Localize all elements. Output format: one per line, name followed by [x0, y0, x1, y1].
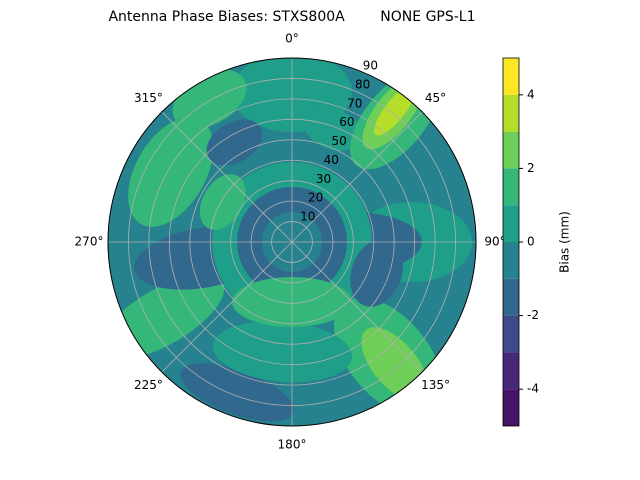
r-tick-label: 60: [339, 115, 354, 129]
polar-grid: [107, 57, 477, 427]
contour-band: [199, 174, 246, 230]
colorbar-tick-label: 2: [527, 161, 535, 175]
theta-tick-label: 90°: [484, 235, 505, 249]
contour-band: [304, 107, 363, 151]
colorbar-tick-label: -2: [527, 308, 539, 322]
theta-tick-label: 135°: [421, 378, 450, 392]
r-tick-label: 50: [331, 134, 346, 148]
colorbar-band: [503, 94, 519, 132]
theta-tick-label: 225°: [134, 378, 163, 392]
r-tick-label: 20: [308, 191, 323, 205]
r-tick-label: 40: [324, 153, 339, 167]
grid-spoke: [161, 241, 293, 373]
grid-spoke: [161, 111, 293, 243]
theta-tick-label: 45°: [425, 91, 446, 105]
colorbar-band: [503, 58, 519, 95]
theta-tick-label: 180°: [278, 438, 307, 452]
theta-tick-label: 0°: [285, 32, 299, 46]
colorbar-tick-label: -4: [527, 382, 539, 396]
colorbar-tick-label: 4: [527, 87, 535, 101]
r-tick-label: 90: [363, 59, 378, 73]
colorbar-band: [503, 315, 519, 353]
colorbar-band: [503, 352, 519, 390]
contour-band: [212, 321, 353, 383]
chart-title: Antenna Phase Biases: STXS800A NONE GPS-…: [108, 9, 475, 25]
contour-band: [128, 117, 214, 227]
contour-band: [180, 363, 295, 422]
r-tick-label: 70: [347, 96, 362, 110]
colorbar-band: [503, 278, 519, 316]
r-tick-label: 30: [316, 172, 331, 186]
colorbar-band: [503, 389, 519, 426]
theta-tick-label: 270°: [75, 235, 104, 249]
grid-spoke: [291, 241, 423, 373]
colorbar-band: [503, 205, 519, 242]
colorbar-band: [503, 168, 519, 206]
grid-spoke: [291, 111, 423, 243]
r-tick-label: 80: [355, 77, 370, 91]
colorbar-label: Bias (mm): [558, 211, 572, 273]
contour-band: [206, 119, 263, 166]
colorbar-band: [503, 131, 519, 169]
polar-frame: [107, 57, 477, 427]
contour-band: [350, 238, 403, 307]
colorbar-band: [503, 242, 519, 279]
theta-tick-label: 315°: [134, 91, 163, 105]
colorbar-tick-label: 0: [527, 235, 535, 249]
r-tick-label: 10: [300, 210, 315, 224]
